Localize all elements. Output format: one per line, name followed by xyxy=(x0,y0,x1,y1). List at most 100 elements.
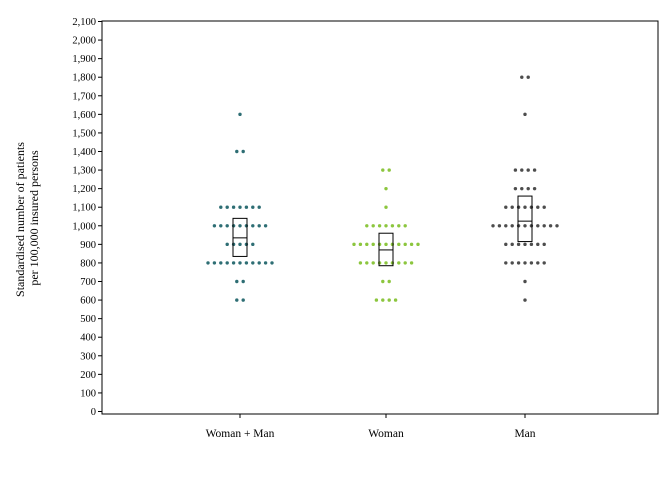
data-point xyxy=(409,242,414,247)
data-point xyxy=(387,279,391,284)
data-point xyxy=(257,261,261,265)
series-group xyxy=(491,75,559,302)
data-point xyxy=(384,242,388,247)
y-tick-label: 600 xyxy=(80,296,96,307)
y-tick-label: 1,100 xyxy=(72,203,96,214)
y-tick-label: 100 xyxy=(80,388,96,399)
data-point xyxy=(393,298,398,302)
y-tick-label: 500 xyxy=(80,314,96,325)
data-point xyxy=(523,298,527,302)
data-point xyxy=(238,242,242,247)
data-point xyxy=(555,224,559,228)
data-point xyxy=(529,242,534,247)
data-point xyxy=(542,224,546,228)
data-point xyxy=(206,261,210,265)
data-point xyxy=(513,168,518,172)
data-point xyxy=(381,279,385,284)
data-point xyxy=(403,261,407,265)
data-point xyxy=(516,224,521,228)
data-point xyxy=(523,205,527,209)
data-point xyxy=(231,242,236,247)
data-point xyxy=(510,261,514,265)
data-point xyxy=(358,242,363,247)
iqr-box xyxy=(517,195,533,243)
y-tick-label: 2,100 xyxy=(72,17,96,28)
data-point xyxy=(238,112,242,117)
data-point xyxy=(257,205,261,209)
data-point xyxy=(416,242,420,247)
y-tick-label: 700 xyxy=(80,277,96,288)
data-point xyxy=(403,224,407,228)
data-point xyxy=(504,224,508,228)
data-point xyxy=(532,186,537,191)
y-tick-label: 2,000 xyxy=(72,36,96,47)
data-point xyxy=(212,261,217,265)
data-point xyxy=(270,261,274,265)
y-tick-label: 1,000 xyxy=(72,221,96,232)
data-point xyxy=(374,298,379,302)
data-point xyxy=(371,224,375,228)
data-point xyxy=(510,224,514,228)
data-point xyxy=(219,224,223,228)
data-point xyxy=(542,242,546,247)
data-point xyxy=(231,205,236,209)
y-tick-label: 1,200 xyxy=(72,184,96,195)
data-point xyxy=(225,242,229,247)
data-point xyxy=(548,224,553,228)
data-point xyxy=(235,298,239,302)
data-point xyxy=(365,261,369,265)
data-point xyxy=(231,261,236,265)
data-point xyxy=(504,261,508,265)
data-point xyxy=(384,186,388,191)
data-point xyxy=(377,261,382,265)
data-point xyxy=(257,224,261,228)
y-axis: 0 100 200 300 400 500 600 700 800 900 1,000 1,100 1,… xyxy=(72,17,102,418)
data-point xyxy=(397,224,401,228)
data-point xyxy=(520,168,524,172)
data-point xyxy=(520,186,524,191)
x-category-label: Woman xyxy=(368,428,404,440)
data-point xyxy=(235,279,239,284)
data-point xyxy=(536,261,540,265)
data-point xyxy=(365,224,369,228)
data-point xyxy=(225,261,229,265)
data-point xyxy=(235,149,239,154)
series-group xyxy=(352,168,420,302)
data-point xyxy=(523,112,527,117)
data-point xyxy=(542,261,546,265)
y-tick-label: 300 xyxy=(80,351,96,362)
y-tick-label: 1,500 xyxy=(72,128,96,139)
data-point xyxy=(219,261,223,265)
data-point xyxy=(238,224,242,228)
data-point xyxy=(390,224,395,228)
x-category-label: Man xyxy=(514,428,535,440)
data-point xyxy=(526,168,530,172)
data-point xyxy=(244,242,249,247)
data-point xyxy=(241,149,245,154)
data-point xyxy=(251,261,255,265)
data-point xyxy=(390,261,395,265)
data-point xyxy=(225,224,229,228)
data-point xyxy=(377,224,382,228)
data-point xyxy=(352,242,356,247)
data-point xyxy=(251,224,255,228)
data-point xyxy=(263,224,268,228)
data-point xyxy=(381,298,385,302)
data-point xyxy=(390,242,395,247)
series-group xyxy=(206,112,274,302)
x-category-label: Woman + Man xyxy=(206,428,275,440)
data-point xyxy=(526,75,530,79)
data-point xyxy=(377,242,382,247)
data-point xyxy=(529,261,534,265)
data-point xyxy=(510,242,514,247)
data-point xyxy=(397,242,401,247)
data-point xyxy=(371,242,375,247)
data-point xyxy=(536,205,540,209)
data-point xyxy=(225,205,229,209)
data-point xyxy=(238,205,242,209)
data-point xyxy=(251,205,255,209)
data-point xyxy=(212,224,217,228)
y-tick-label: 200 xyxy=(80,370,96,381)
data-point xyxy=(523,261,527,265)
data-point xyxy=(365,242,369,247)
